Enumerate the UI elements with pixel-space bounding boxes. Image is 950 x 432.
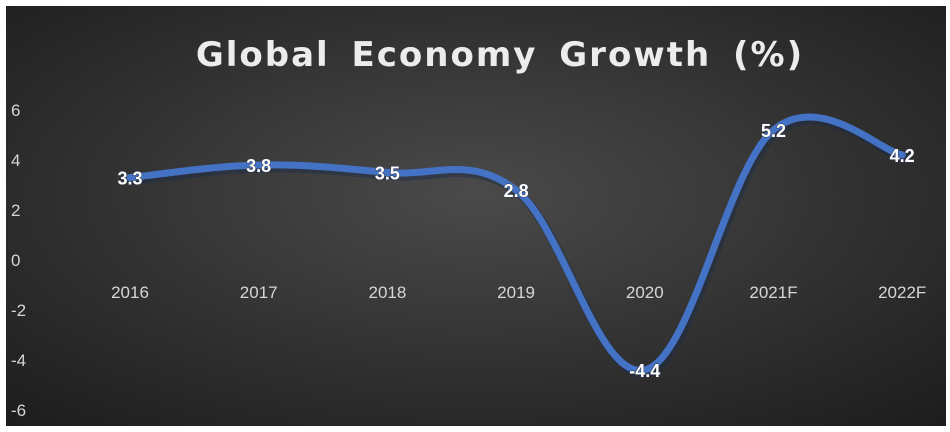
data-label: 5.2 (761, 121, 786, 141)
data-point (126, 174, 134, 181)
y-tick-label: 2 (11, 201, 20, 220)
data-label: 2.8 (504, 181, 529, 201)
x-tick-label: 2021F (749, 283, 797, 302)
y-tick-label: -6 (11, 401, 26, 420)
chart-title: Global Economy Growth (%) (196, 35, 804, 75)
y-tick-label: 4 (11, 151, 20, 170)
data-label: 3.8 (246, 156, 271, 176)
data-point (255, 161, 263, 169)
y-tick-label: -4 (11, 351, 26, 370)
y-tick-label: 6 (11, 101, 20, 120)
x-tick-label: 2016 (111, 283, 149, 302)
x-tick-label: 2022F (878, 283, 926, 302)
x-axis: 2016 2017 2018 2019 2020 2021F 2022F (111, 283, 926, 302)
data-label: -4.4 (629, 361, 660, 381)
y-axis: 6 4 2 0 -2 -4 -6 (11, 101, 26, 420)
data-label: 4.2 (890, 146, 915, 166)
line-chart: Global Economy Growth (%) 6 4 2 0 -2 -4 -6 201… (6, 6, 946, 426)
x-tick-label: 2017 (240, 283, 278, 302)
data-point (770, 126, 777, 134)
series-line-group (126, 113, 909, 378)
x-tick-label: 2018 (368, 283, 406, 302)
data-point (641, 366, 649, 374)
data-label: 3.5 (375, 164, 400, 184)
y-tick-label: -2 (11, 301, 26, 320)
y-tick-label: 0 (11, 251, 20, 270)
data-point (898, 151, 906, 159)
x-tick-label: 2020 (626, 283, 664, 302)
data-label: 3.3 (117, 169, 142, 189)
chart-background (6, 6, 946, 426)
data-point (512, 186, 520, 194)
data-point (383, 169, 391, 176)
data-label-group: 3.3 3.8 3.5 2.8 -4.4 5.2 4.2 (117, 121, 915, 382)
x-tick-label: 2019 (497, 283, 535, 302)
